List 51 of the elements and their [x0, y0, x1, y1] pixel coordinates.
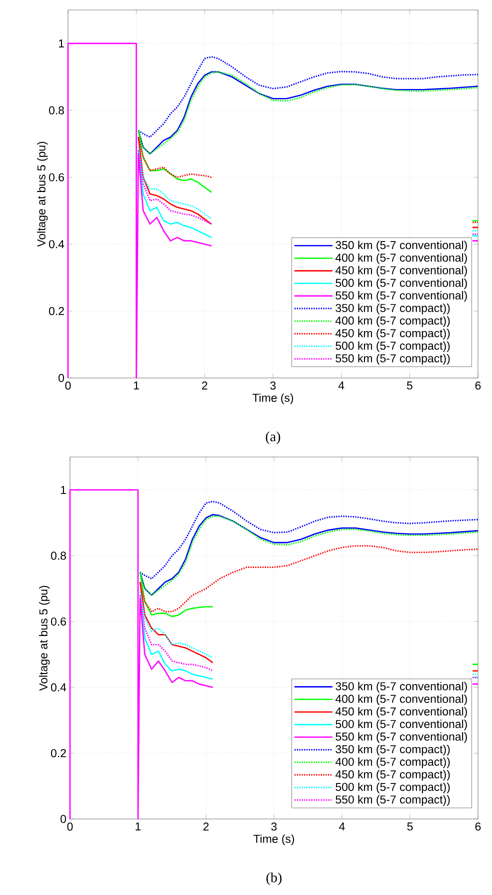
y-tick-label: 0 [60, 814, 66, 824]
legend-label: 450 km (5-7 compact)) [335, 770, 450, 781]
legend-label: 500 km (5-7 conventional) [336, 720, 467, 730]
text: (b) [266, 872, 282, 886]
x-tick-label: 3 [271, 822, 277, 831]
legend-label: 350 km (5-7 compact)) [336, 744, 450, 756]
legend-label: 350 km (5-7 compact)) [336, 304, 450, 314]
x-tick-label: 0 [67, 822, 73, 831]
legend-label: 550 km (5-7 conventional) [336, 291, 467, 302]
y-tick-label: 0.6 [49, 173, 64, 182]
x-tick-label: 6 [475, 382, 481, 390]
y-axis-title: Voltage at bus 5 (pu) [37, 142, 48, 247]
legend-label: 350 km (5-7 conventional) [336, 682, 467, 693]
legend-label: 450 km (5-7 conventional) [335, 266, 467, 277]
y-tick-label: 0 [58, 374, 64, 382]
y-tick-label: 0.4 [51, 683, 66, 692]
x-tick-label: 2 [203, 822, 209, 831]
x-axis-title: Time (s) [253, 834, 294, 846]
legend-label: 400 km (5-7 compact)) [335, 757, 450, 768]
legend-label: 500 km (5-7 conventional) [336, 278, 467, 290]
y-tick-label: 0.4 [49, 240, 64, 248]
legend-label: 500 km (5-7 compact)) [336, 341, 450, 352]
legend-label: 550 km (5-7 conventional) [336, 732, 467, 743]
x-tick-label: 2 [202, 382, 208, 390]
legend-label: 350 km (5-7 conventional) [336, 240, 467, 252]
x-tick-label: 3 [270, 382, 276, 390]
y-tick-label: 0.2 [49, 307, 64, 316]
text: (a) [266, 432, 280, 444]
y-axis-title: Voltage at bus 5 (pu) [39, 586, 50, 691]
legend-label: 400 km (5-7 compact)) [335, 316, 450, 327]
legend-label: 400 km (5-7 conventional) [335, 694, 467, 706]
y-tick-label: 0.2 [51, 749, 66, 758]
x-tick-label: 4 [338, 382, 344, 390]
y-tick-label: 1 [60, 486, 66, 494]
legend-label: 500 km (5-7 compact)) [336, 782, 450, 794]
x-tick-label: 1 [136, 822, 141, 830]
legend-label: 450 km (5-7 conventional) [335, 707, 467, 718]
y-tick-label: 0.8 [51, 552, 66, 560]
x-axis-title: Time (s) [252, 393, 294, 404]
y-tick-label: 0.6 [51, 617, 66, 626]
legend-label: 400 km (5-7 conventional) [335, 253, 467, 264]
x-tick-label: 5 [407, 822, 413, 830]
x-tick-label: 6 [475, 822, 481, 831]
y-tick-label: 0.8 [49, 106, 64, 114]
legend-label: 550 km (5-7 compact)) [336, 795, 450, 806]
x-tick-label: 1 [134, 382, 139, 390]
x-tick-label: 4 [339, 822, 345, 830]
y-tick-label: 1 [58, 40, 64, 48]
x-tick-label: 5 [406, 382, 412, 390]
legend-label: 550 km (5-7 compact)) [336, 354, 450, 365]
legend-label: 450 km (5-7 compact)) [335, 328, 450, 340]
